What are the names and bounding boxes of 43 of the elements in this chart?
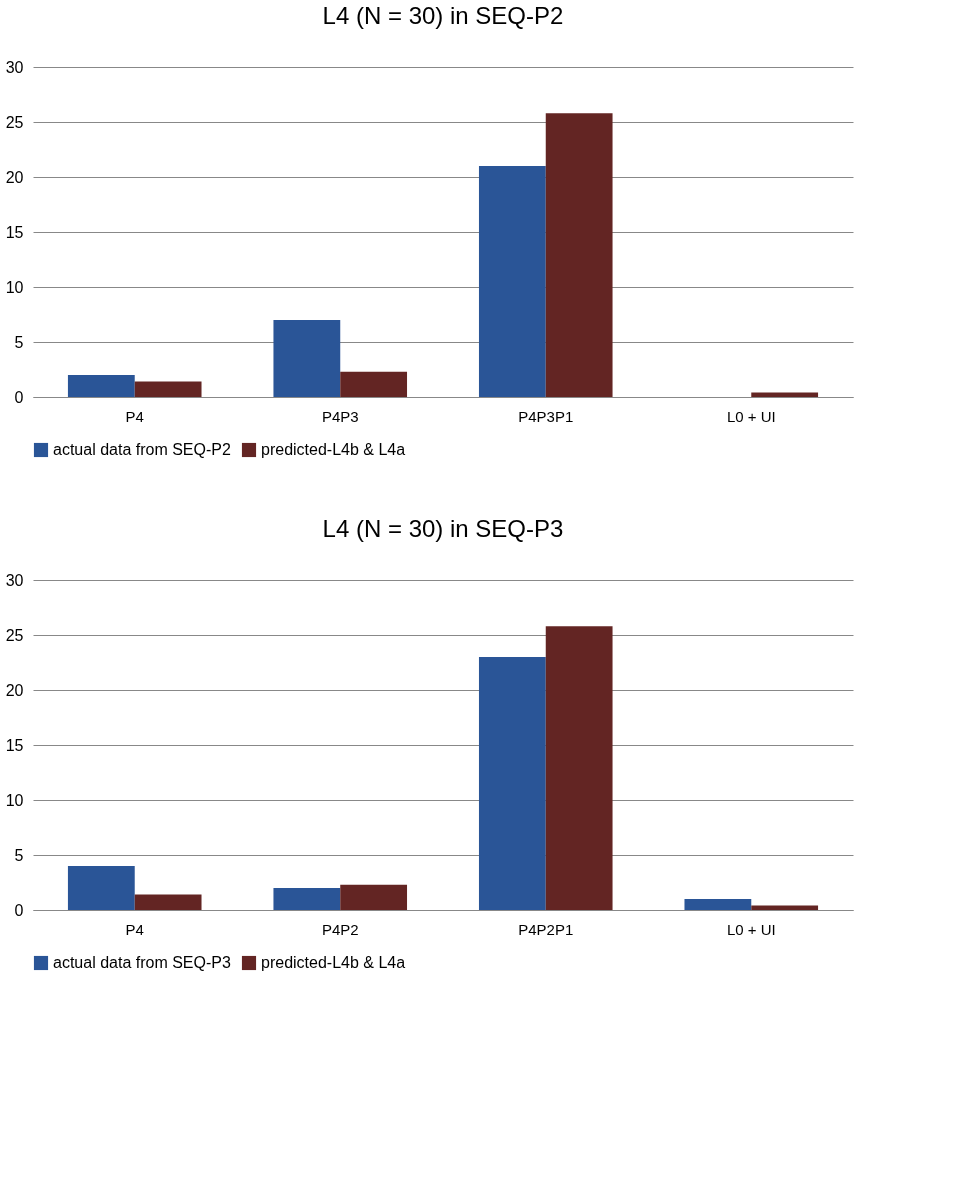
chart-title: L4 (N = 30) in SEQ-P3 <box>322 515 564 542</box>
y-tick-label: 25 <box>5 626 24 644</box>
legend-label: predicted-L4b & L4a <box>261 441 406 458</box>
y-tick-label: 10 <box>5 791 24 809</box>
x-tick-label: P4P2 <box>321 920 359 938</box>
bar <box>684 899 752 910</box>
x-tick-label: P4 <box>125 407 144 425</box>
y-tick-label: 20 <box>5 681 24 699</box>
legend-label: actual data from SEQ-P3 <box>53 954 231 971</box>
bar <box>545 626 613 910</box>
bar <box>340 884 408 910</box>
bar <box>478 657 546 910</box>
y-tick-label: 5 <box>14 333 24 351</box>
legend-label: actual data from SEQ-P2 <box>53 441 231 458</box>
bar <box>134 894 202 910</box>
bar <box>340 371 408 397</box>
x-tick-label: L0 + UI <box>726 407 776 425</box>
y-tick-label: 30 <box>5 571 24 589</box>
x-tick-label: P4P2P1 <box>518 920 574 938</box>
y-tick-label: 10 <box>5 278 24 296</box>
y-tick-label: 15 <box>5 736 24 754</box>
bar <box>67 866 135 910</box>
bar <box>751 392 819 397</box>
y-tick-label: 0 <box>14 388 24 406</box>
x-tick-label: L0 + UI <box>726 920 776 938</box>
chart-title: L4 (N = 30) in SEQ-P2 <box>322 2 564 29</box>
bar <box>134 381 202 397</box>
bar <box>273 320 341 397</box>
bar <box>751 905 819 910</box>
bar <box>67 375 135 397</box>
y-tick-label: 15 <box>5 223 24 241</box>
y-tick-label: 20 <box>5 168 24 186</box>
bar <box>273 888 341 910</box>
legend-label: predicted-L4b & L4a <box>261 954 406 971</box>
x-tick-label: P4P3P1 <box>518 407 574 425</box>
x-tick-label: P4 <box>125 920 144 938</box>
bar <box>545 113 613 397</box>
y-tick-label: 30 <box>5 58 24 76</box>
y-tick-label: 5 <box>14 846 24 864</box>
bar <box>478 166 546 397</box>
x-tick-label: P4P3 <box>321 407 359 425</box>
y-tick-label: 0 <box>14 901 24 919</box>
y-tick-label: 25 <box>5 113 24 131</box>
